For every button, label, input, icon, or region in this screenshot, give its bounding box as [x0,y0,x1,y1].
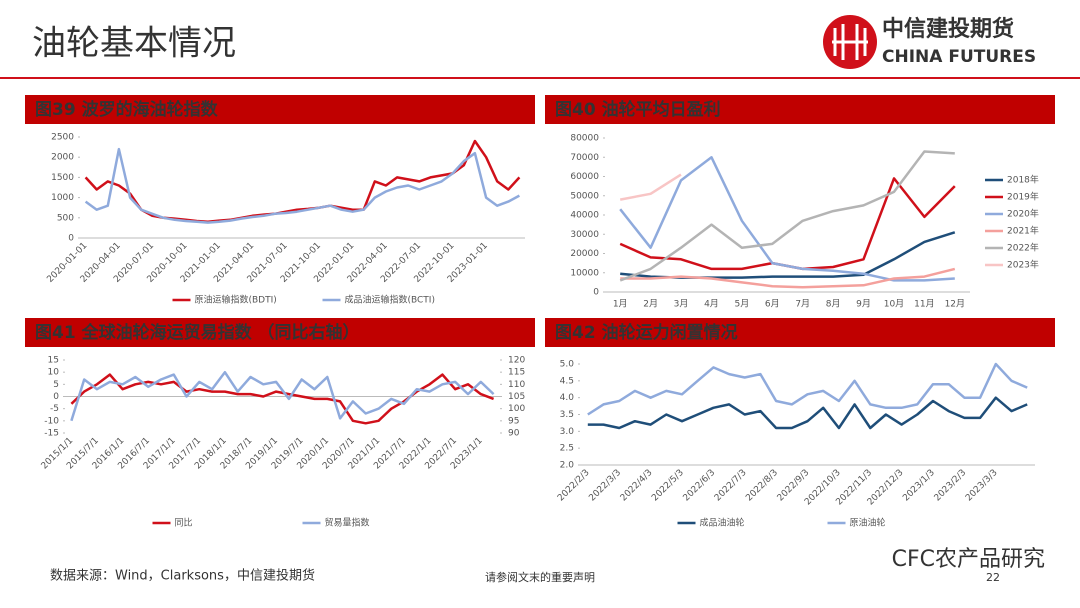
panel-title: 图42 油轮运力闲置情况 [555,322,738,343]
y-tick-label: 0 [68,234,74,244]
panel-header [25,318,535,347]
y-tick-label: 5 [53,380,59,390]
y-tick-label: -10 [44,416,59,426]
y-tick-label: 4.0 [560,393,575,403]
y2-tick-label: 110 [508,380,525,390]
series-line [84,147,520,224]
series-line [620,267,956,289]
legend-label: 2018年 [1007,174,1039,186]
logo-pattern [832,24,868,60]
panel-title: 图39 波罗的海油轮指数 [35,99,219,120]
y-tick-label: 1500 [51,173,74,183]
y-tick-label: 60000 [570,172,599,182]
watermark: CFC农产品研究 [892,547,1045,572]
y-tick-label: 3.5 [560,410,574,420]
x-tick-label: 11月 [914,299,934,310]
x-tick-label: 2022/5/3 [650,468,686,504]
y-tick-label: 10000 [570,268,599,278]
logo: 中信建投期货 CHINA FUTURES [823,15,1036,69]
legend-label: 原油油轮 [850,517,886,529]
legend-label: 成品油运输指数(BCTI) [345,294,435,306]
panel-title: 图41 全球油轮海运贸易指数 （同比右轴） [35,322,360,343]
x-tick-label: 2023/3/3 [964,468,1000,504]
series-line [587,396,1028,430]
y-tick-label: 0 [593,288,599,298]
panel-header [545,318,1055,347]
x-tick-label: 2023/1/3 [901,468,937,504]
legend-label: 2022年 [1007,242,1039,254]
y-tick-label: 4.5 [560,376,574,386]
y-tick-label: 10 [48,368,60,378]
x-tick-label: 4月 [704,299,719,310]
logo-cn: 中信建投期货 [882,16,1014,42]
panel-header [545,95,1055,124]
x-tick-label: 2022/2/3 [556,468,592,504]
x-tick-label: 2022/8/3 [744,468,780,504]
legend-label: 原油运输指数(BDTI) [195,294,277,306]
y-tick-label: 5.0 [560,360,575,370]
legend-label: 2019年 [1007,191,1039,203]
y-tick-label: -15 [44,429,59,439]
page-number: 22 [986,571,1000,584]
y-tick-label: 2000 [51,153,74,163]
x-tick-label: 9月 [856,299,871,310]
x-tick-label: 2022/6/3 [682,468,718,504]
legend-label: 成品油油轮 [700,517,745,529]
legend-label: 贸易量指数 [325,517,370,529]
series-line [619,150,955,282]
legend-label: 2023年 [1007,259,1039,271]
panel-title: 图40 油轮平均日盈利 [555,99,721,120]
series-line [70,373,495,425]
series-line [70,370,495,422]
x-tick-label: 10月 [884,299,904,310]
series-line [587,362,1028,416]
y-tick-label: 500 [57,213,74,223]
series-line [619,173,682,201]
series-line [619,156,955,282]
y-tick-label: 80000 [570,134,599,144]
y-tick-label: 70000 [570,153,599,163]
x-tick-label: 2022/7/3 [713,468,749,504]
x-tick-label: 6月 [765,299,780,310]
y-tick-label: 15 [48,356,59,366]
y2-tick-label: 100 [508,404,525,414]
y2-tick-label: 105 [508,392,525,402]
y-tick-label: 2.5 [560,444,574,454]
y2-tick-label: 90 [508,429,520,439]
x-tick-label: 5月 [735,299,750,310]
y-tick-label: 1000 [51,193,74,203]
x-tick-label: 2023/2/3 [933,468,969,504]
x-tick-label: 3月 [674,299,689,310]
y-tick-label: 0 [53,392,59,402]
x-tick-label: 12月 [945,299,965,310]
source: 数据来源：Wind，Clarksons，中信建投期货 [50,568,315,584]
disclaimer: 请参阅文末的重要声明 [485,570,595,584]
panel-header [25,95,535,124]
y-tick-label: 50000 [570,191,599,201]
x-tick-label: 7月 [795,299,810,310]
x-tick-label: 8月 [826,299,841,310]
header-rule [0,77,1080,79]
page-title: 油轮基本情况 [32,24,236,64]
y-tick-label: 30000 [570,230,599,240]
legend-label: 2021年 [1007,225,1039,237]
legend-label: 同比 [175,517,193,529]
x-tick-label: 2月 [643,299,658,310]
y-tick-label: -5 [50,404,59,414]
x-tick-label: 1月 [613,299,628,310]
x-tick-label: 2022/3/3 [587,468,623,504]
logo-en: CHINA FUTURES [882,47,1036,67]
y-tick-label: 20000 [570,249,599,259]
y-tick-label: 3.0 [560,427,575,437]
legend-label: 2020年 [1007,208,1039,220]
y2-tick-label: 120 [508,356,525,366]
y2-tick-label: 95 [508,416,519,426]
x-tick-label: 2022/4/3 [619,468,655,504]
y-tick-label: 2.0 [560,461,575,471]
y-tick-label: 40000 [570,211,599,221]
y2-tick-label: 115 [508,368,525,378]
y-tick-label: 2500 [51,133,74,143]
